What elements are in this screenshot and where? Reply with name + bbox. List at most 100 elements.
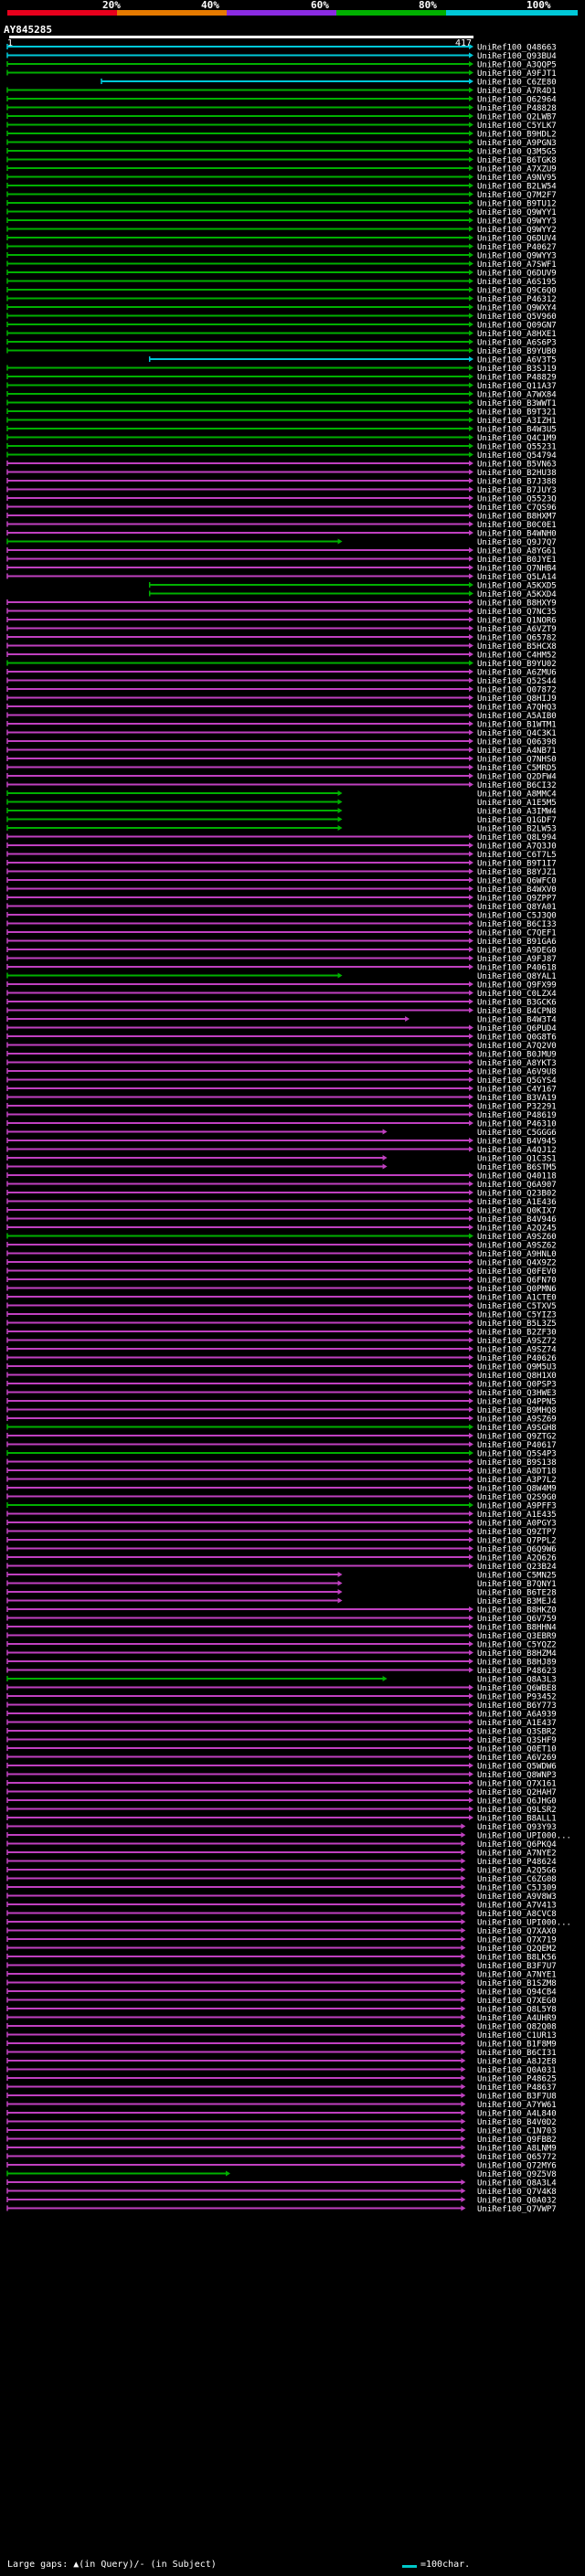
hit-label[interactable]: UniRef100_A6S6P3 (477, 339, 557, 348)
hit-label[interactable]: UniRef100_P46310 (477, 1120, 557, 1129)
hit-label[interactable]: UniRef100_B3GCK6 (477, 999, 557, 1008)
hit-label[interactable]: UniRef100_B9YU02 (477, 660, 557, 669)
hit-label[interactable]: UniRef100_Q7XEG0 (477, 1997, 557, 2006)
hit-label[interactable]: UniRef100_Q2DFW4 (477, 773, 557, 782)
hit-label[interactable]: UniRef100_Q7PPL2 (477, 1537, 557, 1546)
hit-label[interactable]: UniRef100_Q5V960 (477, 313, 557, 322)
hit-label[interactable]: UniRef100_B8YJZ1 (477, 868, 557, 877)
hit-label[interactable]: UniRef100_B3VA19 (477, 1094, 557, 1103)
hit-label[interactable]: UniRef100_Q4C1M9 (477, 434, 557, 443)
hit-label[interactable]: UniRef100_A7NYE2 (477, 1850, 557, 1859)
hit-label[interactable]: UniRef100_B6STM5 (477, 1163, 557, 1172)
hit-label[interactable]: UniRef100_A7WX84 (477, 391, 557, 400)
hit-label[interactable]: UniRef100_Q9FBB2 (477, 2136, 557, 2145)
hit-label[interactable]: UniRef100_B1SZM8 (477, 1979, 557, 1988)
hit-label[interactable]: UniRef100_A6A939 (477, 1711, 557, 1720)
hit-label[interactable]: UniRef100_Q7VWP7 (477, 2205, 557, 2214)
hit-label[interactable]: UniRef100_UPI000... (477, 1832, 571, 1841)
hit-label[interactable]: UniRef100_A5AIB0 (477, 712, 557, 721)
hit-label[interactable]: UniRef100_Q7X719 (477, 1936, 557, 1945)
hit-label[interactable]: UniRef100_Q8H1X0 (477, 1372, 557, 1381)
hit-label[interactable]: UniRef100_Q6WFC0 (477, 877, 557, 886)
hit-label[interactable]: UniRef100_Q3SBR2 (477, 1728, 557, 1737)
hit-label[interactable]: UniRef100_B7JUY3 (477, 486, 557, 495)
hit-label[interactable]: UniRef100_B7J388 (477, 478, 557, 487)
hit-label[interactable]: UniRef100_P40626 (477, 1354, 557, 1363)
hit-label[interactable]: UniRef100_A2Q5G6 (477, 1867, 557, 1876)
hit-label[interactable]: UniRef100_Q6PUD4 (477, 1024, 557, 1034)
hit-label[interactable]: UniRef100_P48624 (477, 1858, 557, 1867)
hit-label[interactable]: UniRef100_Q9Z5V8 (477, 2170, 557, 2179)
hit-label[interactable]: UniRef100_B4W3T4 (477, 1016, 557, 1025)
hit-label[interactable]: UniRef100_UPI000... (477, 1919, 571, 1928)
hit-label[interactable]: UniRef100_Q6DUV9 (477, 270, 557, 279)
hit-label[interactable]: UniRef100_C1UR13 (477, 2031, 557, 2041)
hit-label[interactable]: UniRef100_Q8A3L3 (477, 1676, 557, 1685)
hit-label[interactable]: UniRef100_B9T1I7 (477, 860, 557, 869)
hit-label[interactable]: UniRef100_A9SZ72 (477, 1337, 557, 1346)
hit-label[interactable]: UniRef100_B4W3U5 (477, 426, 557, 435)
hit-label[interactable]: UniRef100_A5KXD4 (477, 590, 557, 599)
hit-label[interactable]: UniRef100_B8HXY9 (477, 599, 557, 609)
hit-label[interactable]: UniRef100_B8ALL1 (477, 1815, 557, 1824)
hit-label[interactable]: UniRef100_Q06398 (477, 738, 557, 747)
hit-label[interactable]: UniRef100_C6ZE80 (477, 79, 557, 88)
hit-label[interactable]: UniRef100_P48625 (477, 2075, 557, 2084)
hit-label[interactable]: UniRef100_B9HDL2 (477, 131, 557, 140)
hit-label[interactable]: UniRef100_A3P7L2 (477, 1476, 557, 1485)
hit-label[interactable]: UniRef100_C5YIZ3 (477, 1311, 557, 1320)
hit-label[interactable]: UniRef100_C7QS96 (477, 504, 557, 513)
hit-label[interactable]: UniRef100_A4L840 (477, 2110, 557, 2119)
hit-label[interactable]: UniRef100_A6S195 (477, 278, 557, 287)
hit-label[interactable]: UniRef100_Q5LA14 (477, 573, 557, 582)
hit-label[interactable]: UniRef100_B91GA6 (477, 938, 557, 947)
hit-label[interactable]: UniRef100_A9SZ62 (477, 1242, 557, 1251)
hit-label[interactable]: UniRef100_B6CI33 (477, 920, 557, 929)
hit-label[interactable]: UniRef100_Q4PPN5 (477, 1398, 557, 1407)
hit-label[interactable]: UniRef100_Q5GYS4 (477, 1076, 557, 1086)
hit-label[interactable]: UniRef100_B6CI31 (477, 2049, 557, 2058)
hit-label[interactable]: UniRef100_A1E5M5 (477, 799, 557, 808)
hit-label[interactable]: UniRef100_A9FJ87 (477, 955, 557, 964)
hit-label[interactable]: UniRef100_Q1GDF7 (477, 816, 557, 825)
hit-label[interactable]: UniRef100_P40618 (477, 964, 557, 973)
hit-label[interactable]: UniRef100_Q7X161 (477, 1780, 557, 1789)
hit-label[interactable]: UniRef100_Q9WYY1 (477, 208, 557, 217)
hit-label[interactable]: UniRef100_Q0A032 (477, 2197, 557, 2206)
hit-label[interactable]: UniRef100_Q7NHB4 (477, 565, 557, 574)
hit-label[interactable]: UniRef100_B4CPN8 (477, 1007, 557, 1016)
hit-label[interactable]: UniRef100_Q8W4M9 (477, 1485, 557, 1494)
hit-label[interactable]: UniRef100_A7V413 (477, 1902, 557, 1911)
hit-label[interactable]: UniRef100_Q4X9Z2 (477, 1259, 557, 1268)
hit-label[interactable]: UniRef100_A7XZU9 (477, 165, 557, 175)
hit-label[interactable]: UniRef100_Q2HAH7 (477, 1788, 557, 1797)
hit-label[interactable]: UniRef100_B4WNH0 (477, 530, 557, 539)
hit-label[interactable]: UniRef100_A4UHR9 (477, 2014, 557, 2023)
hit-label[interactable]: UniRef100_B8HKZ0 (477, 1606, 557, 1616)
hit-label[interactable]: UniRef100_Q07872 (477, 686, 557, 695)
hit-label[interactable]: UniRef100_Q4C3K1 (477, 729, 557, 738)
hit-label[interactable]: UniRef100_B9T321 (477, 408, 557, 418)
hit-label[interactable]: UniRef100_Q9C6Q0 (477, 287, 557, 296)
hit-label[interactable]: UniRef100_Q6DUV4 (477, 235, 557, 244)
hit-label[interactable]: UniRef100_Q6FN70 (477, 1277, 557, 1286)
hit-label[interactable]: UniRef100_Q7NHS0 (477, 756, 557, 765)
hit-label[interactable]: UniRef100_A9HNL0 (477, 1250, 557, 1259)
hit-label[interactable]: UniRef100_P40617 (477, 1441, 557, 1450)
hit-label[interactable]: UniRef100_Q55231 (477, 443, 557, 452)
hit-label[interactable]: UniRef100_B2HU38 (477, 469, 557, 478)
hit-label[interactable]: UniRef100_Q9WXY4 (477, 304, 557, 313)
hit-label[interactable]: UniRef100_B2LW54 (477, 183, 557, 192)
hit-label[interactable]: UniRef100_P48619 (477, 1111, 557, 1120)
hit-label[interactable]: UniRef100_A9SZ60 (477, 1233, 557, 1242)
hit-label[interactable]: UniRef100_Q0G8T6 (477, 1034, 557, 1043)
hit-label[interactable]: UniRef100_A7Q2V0 (477, 1042, 557, 1051)
hit-label[interactable]: UniRef100_Q8HIJ9 (477, 694, 557, 704)
hit-label[interactable]: UniRef100_Q40118 (477, 1172, 557, 1182)
hit-label[interactable]: UniRef100_Q6Q9W6 (477, 1545, 557, 1554)
hit-label[interactable]: UniRef100_Q9M5U3 (477, 1363, 557, 1373)
hit-label[interactable]: UniRef100_A9PGN3 (477, 139, 557, 148)
hit-label[interactable]: UniRef100_Q1C3S1 (477, 1155, 557, 1164)
hit-label[interactable]: UniRef100_Q6PKQ4 (477, 1840, 557, 1850)
hit-label[interactable]: UniRef100_Q54794 (477, 451, 557, 461)
